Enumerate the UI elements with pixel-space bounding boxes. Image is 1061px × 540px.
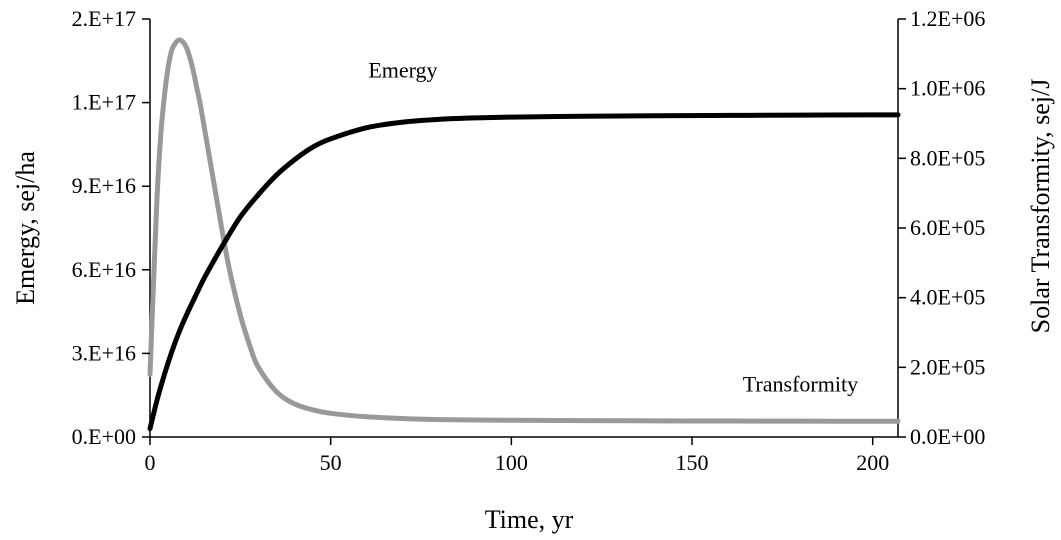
series-label-transformity: Transformity bbox=[743, 372, 858, 397]
ticks-layer: 0 50 100 150 200 0.E+00 3.E+16 6.E+16 9.E+16 1.E+… bbox=[72, 6, 986, 475]
series-line-transformity bbox=[147, 37, 901, 424]
y2-axis-title: Solar Transformity, sej/J bbox=[1026, 79, 1055, 334]
series-line-emergy bbox=[147, 112, 901, 432]
y2-tick-label: 0.0E+00 bbox=[910, 424, 985, 449]
y2-tick-label: 8.0E+05 bbox=[910, 145, 985, 170]
y-axis-title: Emergy, sej/ha bbox=[11, 151, 40, 305]
y2-tick-label: 2.0E+05 bbox=[910, 354, 985, 379]
series-label-emergy: Emergy bbox=[368, 58, 437, 83]
y-tick-label: 3.E+16 bbox=[72, 340, 136, 365]
series-layer: Emergy Transformity bbox=[147, 37, 901, 432]
x-tick-label: 0 bbox=[145, 450, 156, 475]
y-tick-label: 9.E+16 bbox=[72, 173, 136, 198]
y2-tick-label: 1.0E+06 bbox=[910, 76, 985, 101]
x-tick-label: 150 bbox=[676, 450, 709, 475]
y-tick-label: 0.E+00 bbox=[72, 424, 136, 449]
y2-tick-label: 1.2E+06 bbox=[910, 6, 985, 31]
x-tick-label: 200 bbox=[856, 450, 889, 475]
y-tick-label: 2.E+17 bbox=[72, 6, 136, 31]
x-tick-label: 100 bbox=[495, 450, 528, 475]
y-tick-label: 6.E+16 bbox=[72, 257, 136, 282]
y-tick-label: 1.E+17 bbox=[72, 90, 136, 115]
x-axis-title: Time, yr bbox=[485, 505, 574, 534]
x-tick-label: 50 bbox=[320, 450, 342, 475]
y2-tick-label: 4.0E+05 bbox=[910, 285, 985, 310]
y2-tick-label: 6.0E+05 bbox=[910, 215, 985, 240]
